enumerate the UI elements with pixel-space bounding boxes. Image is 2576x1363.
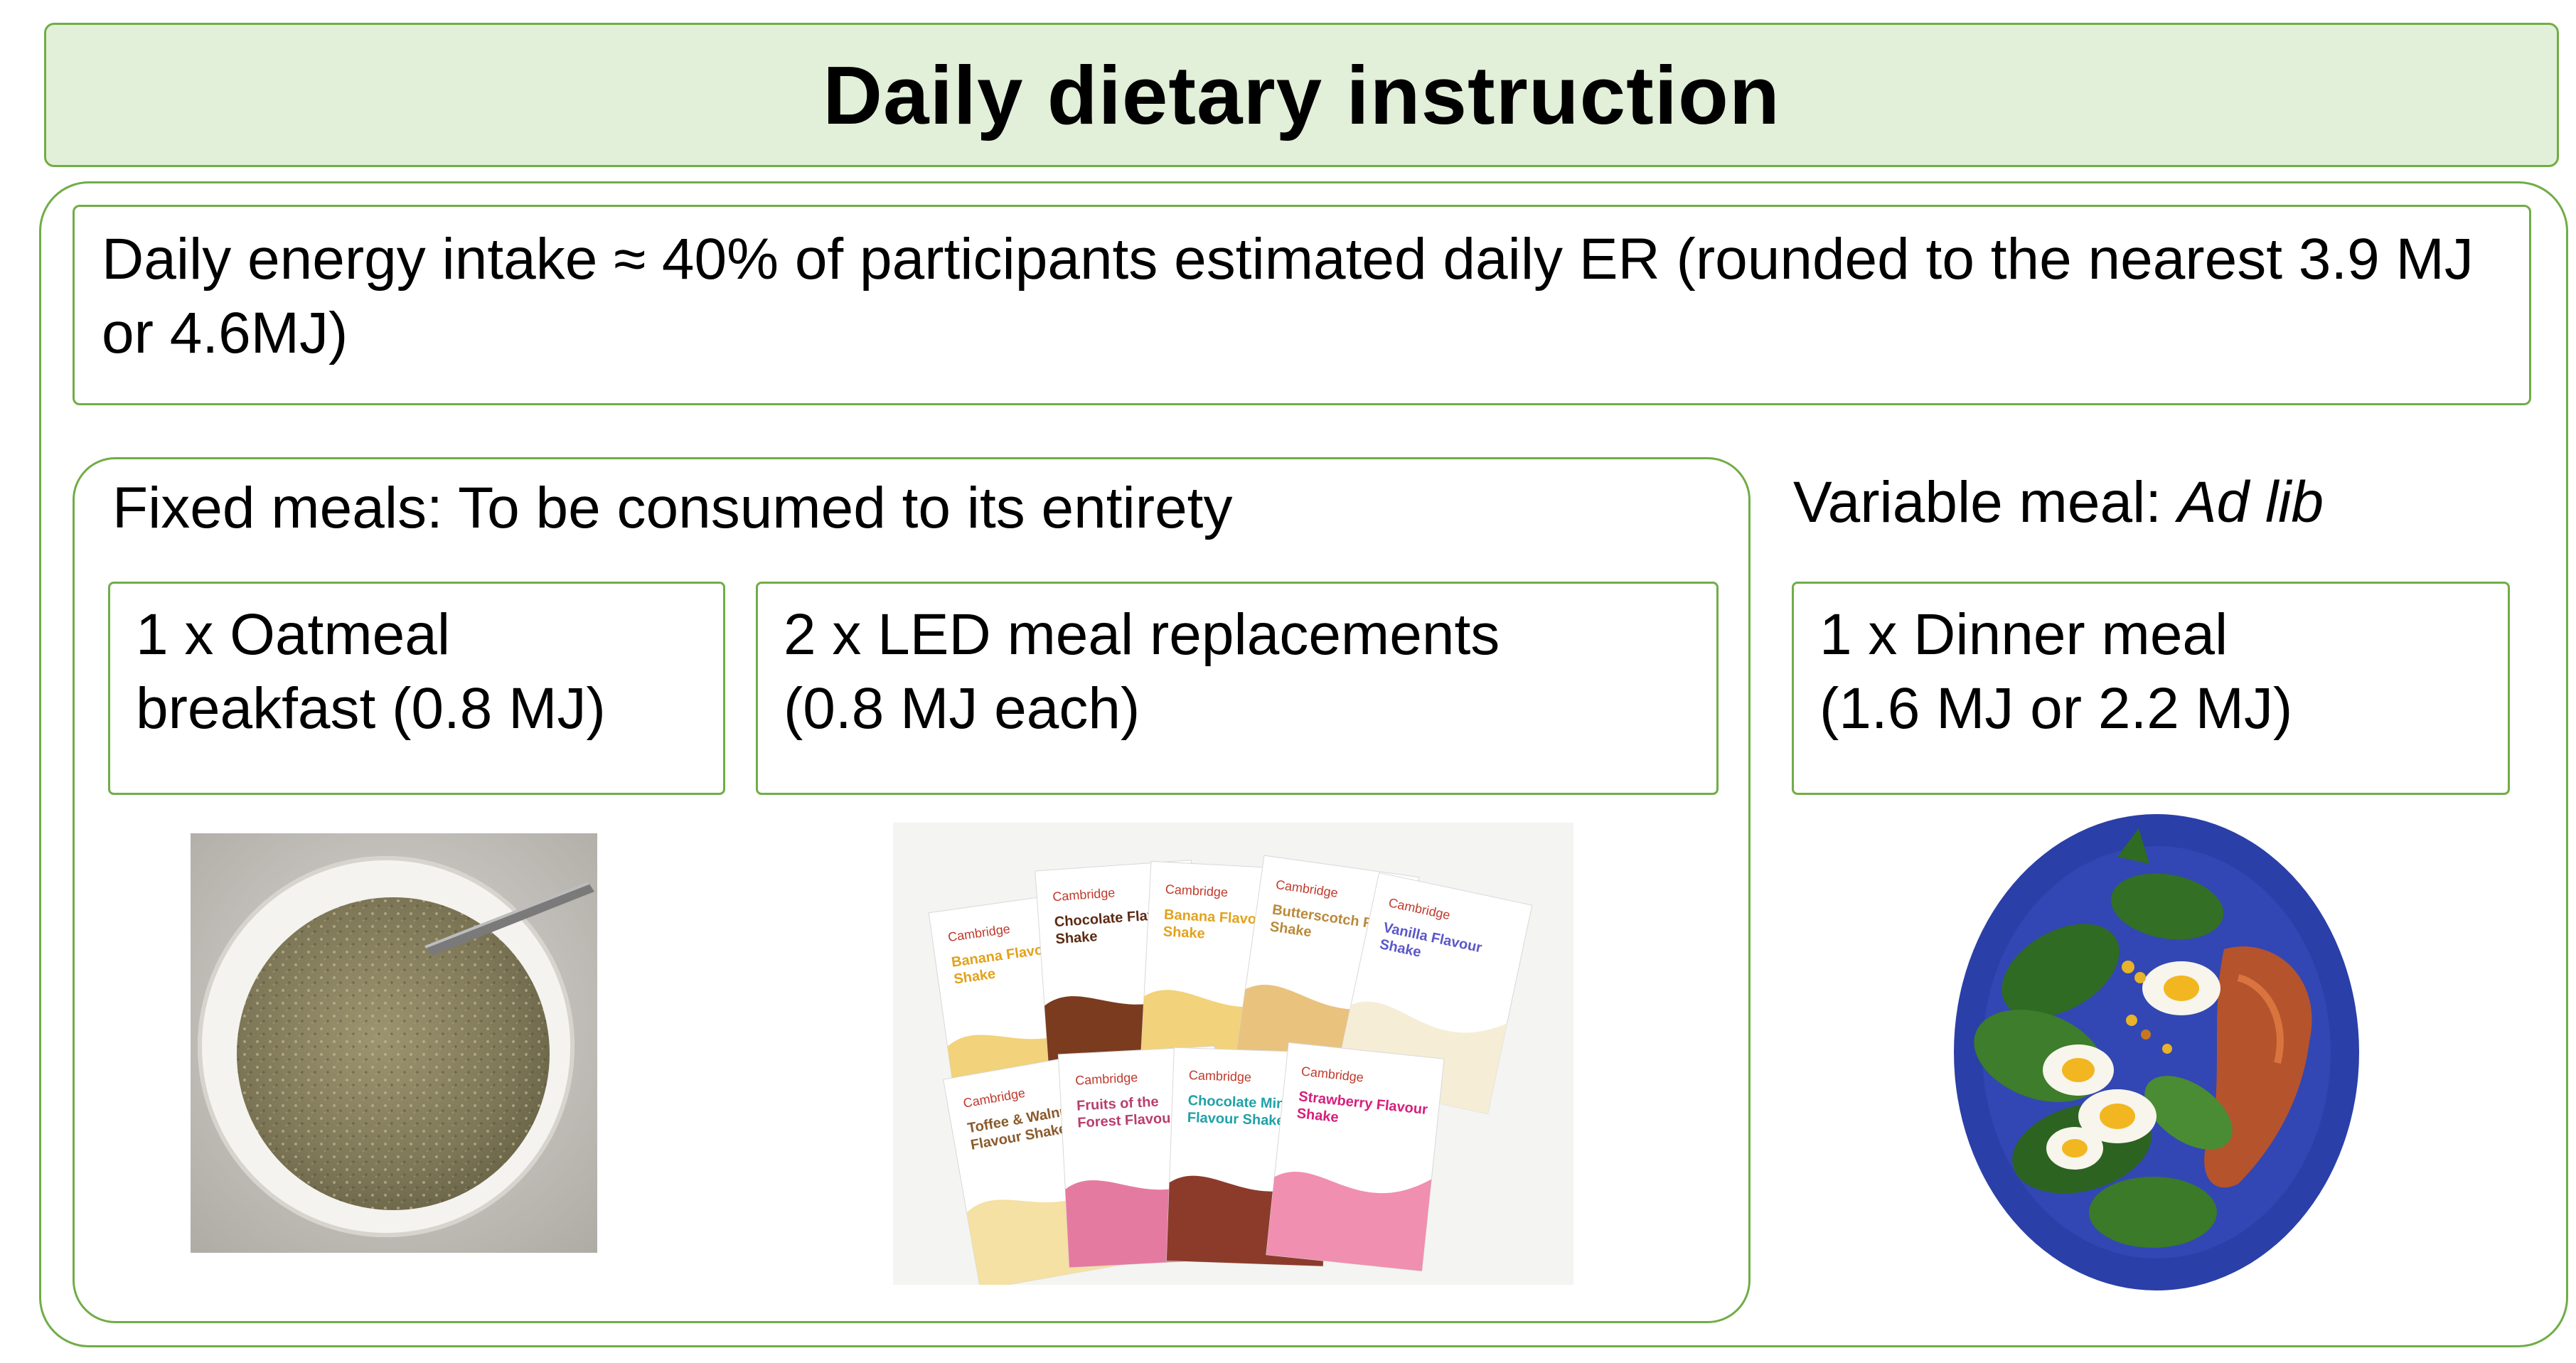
led-meal-line1: 2 x LED meal replacements <box>784 602 1500 667</box>
variable-meal-heading-italic: Ad lib <box>2177 470 2324 535</box>
fixed-meals-heading: Fixed meals: To be consumed to its entir… <box>112 476 1233 540</box>
dinner-plate-image <box>1954 814 2359 1290</box>
oatmeal-bowl-image <box>191 833 597 1253</box>
outer-container <box>39 181 2568 1347</box>
oatmeal-meal-line2: breakfast (0.8 MJ) <box>136 676 606 741</box>
variable-meal-heading: Variable meal: Ad lib <box>1793 469 2324 536</box>
sachet-label: Chocolate Mint <box>1187 1093 1290 1112</box>
page-title: Daily dietary instruction <box>823 48 1780 141</box>
energy-intake-text: Daily energy intake ≈ 40% of participant… <box>102 227 2474 365</box>
oatmeal-meal-box: 1 x Oatmeal breakfast (0.8 MJ) <box>108 582 725 795</box>
shakes-photo: Cambridge Banana Flavour Shake Cambridge Cho… <box>893 823 1573 1285</box>
sachet-brand: Cambridge <box>1189 1068 1252 1084</box>
led-meal-line2: (0.8 MJ each) <box>784 676 1140 741</box>
variable-meal-heading-prefix: Variable meal: <box>1793 470 2178 535</box>
led-meal-box: 2 x LED meal replacements (0.8 MJ each) <box>756 582 1719 795</box>
dinner-photo <box>1954 814 2359 1290</box>
oatmeal-meal-line1: 1 x Oatmeal <box>136 602 451 667</box>
sachet-brand: Cambridge <box>1165 882 1228 900</box>
sachet-label: Flavour Shake <box>1187 1110 1284 1129</box>
dinner-meal-line1: 1 x Dinner meal <box>1819 602 2228 667</box>
energy-intake-box: Daily energy intake ≈ 40% of participant… <box>73 205 2531 405</box>
fixed-meals-group <box>73 457 1751 1323</box>
sachet-brand: Cambridge <box>1075 1070 1138 1088</box>
dinner-meal-line2: (1.6 MJ or 2.2 MJ) <box>1819 676 2293 741</box>
dinner-meal-box: 1 x Dinner meal (1.6 MJ or 2.2 MJ) <box>1792 582 2510 795</box>
sachet-label: Shake <box>1055 929 1098 947</box>
title-banner: Daily dietary instruction <box>44 23 2559 167</box>
oatmeal-photo <box>191 833 597 1253</box>
sachet-label: Shake <box>1163 924 1205 941</box>
